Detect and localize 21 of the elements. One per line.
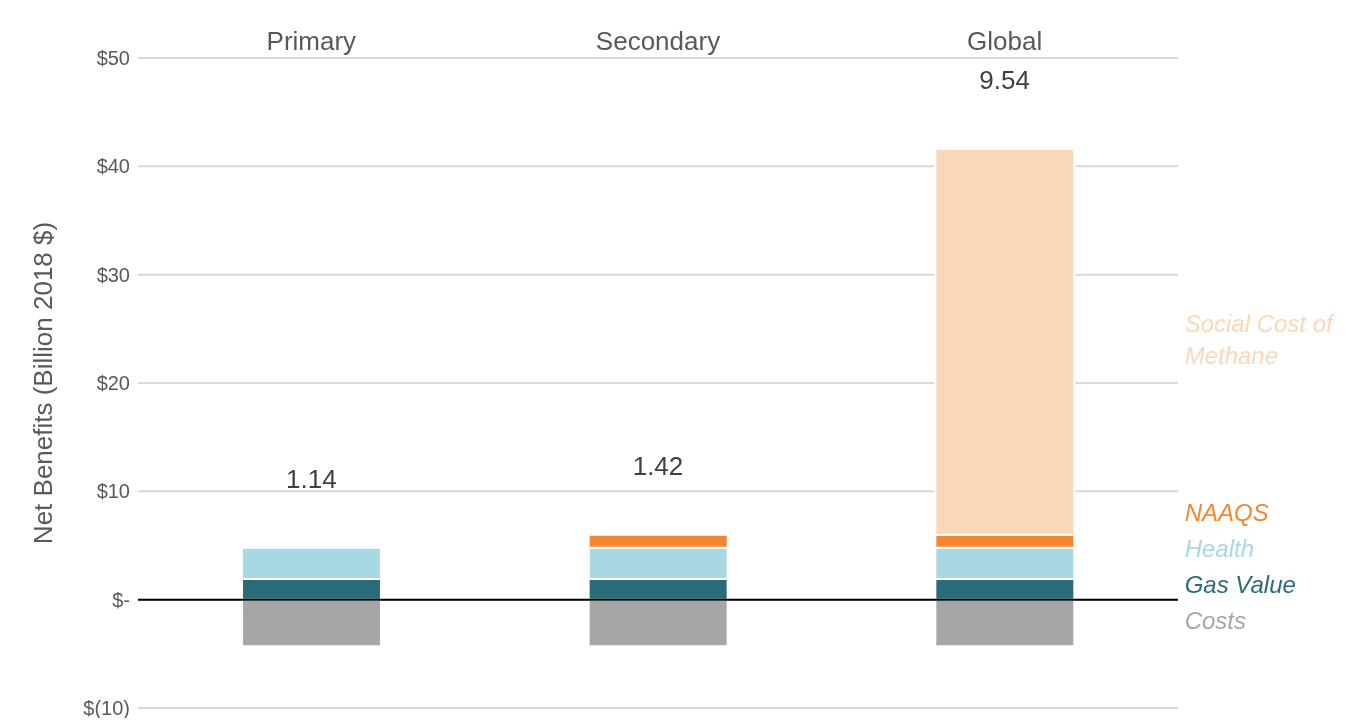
text: Gas Value <box>1184 571 1296 599</box>
y-tick-label: $40 <box>96 155 130 178</box>
y-tick-label: $- <box>112 588 130 611</box>
y-tick-label: $30 <box>96 263 130 286</box>
y-tick-label: $50 <box>96 47 130 70</box>
y-tick-label: $10 <box>96 480 130 503</box>
text: Costs <box>1184 607 1247 635</box>
x-tick-label: Secondary <box>595 26 721 56</box>
x-tick-label: Global <box>967 26 1043 56</box>
y-tick-label: $20 <box>96 372 130 395</box>
bar <box>934 598 1076 648</box>
annotation: 9.54 <box>979 65 1030 95</box>
bar <box>241 598 382 648</box>
text: NAAQS <box>1184 499 1269 527</box>
annotation: 1.14 <box>286 463 337 494</box>
text: Social Cost of Methane <box>1184 310 1336 370</box>
text: Health <box>1184 535 1255 563</box>
bar <box>587 598 729 648</box>
annotation: 1.42 <box>632 450 684 481</box>
x-tick-label: Primary <box>266 26 357 56</box>
y-axis-title: Net Benefits (Billion 2018 $) <box>28 221 59 545</box>
